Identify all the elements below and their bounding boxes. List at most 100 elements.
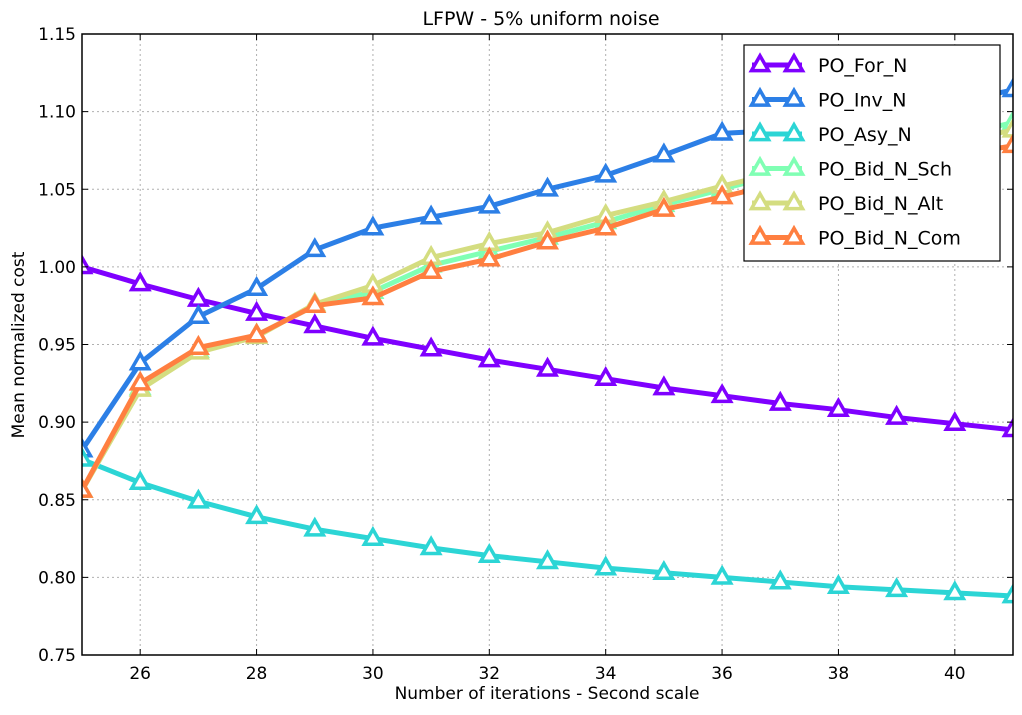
data-point [1001,133,1013,154]
data-point [245,322,269,343]
legend-marker [782,224,806,245]
data-point [594,215,618,236]
y-tick-label: 0.85 [38,491,76,511]
y-tick-label: 0.80 [38,568,76,588]
data-point [186,488,210,509]
x-tick-label: 38 [828,664,850,684]
legend-entry: PO_Asy_N [748,121,912,146]
x-axis-title: Number of iterations - Second scale [395,684,700,704]
y-axis-title: Mean normalized cost [9,251,29,438]
x-tick-label: 26 [129,664,151,684]
legend-box [743,44,1001,262]
data-point [535,176,560,197]
data-point [128,469,152,491]
data-point [419,336,443,357]
legend-entry: PO_Bid_N_Alt [748,190,943,215]
data-point [535,356,560,377]
data-point [245,300,269,321]
legend-marker [782,86,806,107]
x-tick-label: 36 [711,664,733,684]
data-point [535,229,560,250]
data-point [535,549,560,570]
y-tick-label: 1.10 [38,103,76,123]
legend-marker [782,52,806,73]
data-point [477,347,501,368]
axis-ticks: 26 28 30 32 34 36 38 40 0.75 0.80 0.85 0.90 0.95 1.00… [38,25,1013,684]
data-point [361,285,385,306]
legend-marker [782,155,806,176]
legend-marker [748,224,772,245]
data-point [186,334,210,355]
data-point [710,564,734,585]
x-tick-label: 28 [246,664,268,684]
y-tick-label: 1.00 [38,258,76,278]
data-point [419,258,443,279]
data-point [943,410,967,432]
data-point [652,142,676,163]
legend-label: PO_Bid_N_Sch [818,159,952,181]
data-point [361,525,385,546]
data-point [768,390,792,411]
data-point [652,196,676,217]
data-point [477,542,501,564]
data-point [477,246,501,267]
legend-marker [748,190,772,211]
legend-label: PO_Asy_N [818,124,912,146]
series-PO_Asy_N [82,446,1013,604]
y-tick-label: 0.95 [38,336,76,356]
data-point [477,193,501,214]
data-point [594,555,618,576]
data-point [1001,77,1013,98]
y-tick-label: 1.05 [38,180,76,200]
series-line [82,457,1013,599]
data-point [943,580,967,601]
data-point [186,303,210,324]
data-point [419,204,443,225]
data-point [594,162,618,183]
y-tick-label: 0.75 [38,646,76,666]
x-tick-label: 34 [595,664,617,684]
data-point [885,404,909,425]
data-point [186,286,210,307]
data-point [361,325,385,346]
legend-label: PO_For_N [818,55,907,77]
data-point [1001,417,1013,438]
data-point [826,396,850,418]
data-point [128,350,152,371]
data-point [419,535,443,556]
data-point [82,477,94,498]
data-point [652,559,676,581]
legend-label: PO_Inv_N [818,90,907,112]
data-point [303,237,327,258]
legend-marker [748,121,772,142]
data-point [652,375,676,396]
data-point [594,365,618,387]
data-point [82,254,94,275]
data-point [303,292,327,314]
legend-label: PO_Bid_N_Com [818,228,961,250]
data-point [82,446,94,467]
data-point [245,275,269,296]
data-point [128,271,152,292]
x-tick-label: 40 [944,664,966,684]
data-point [245,504,269,525]
chart-title: LFPW - 5% uniform noise [422,8,659,30]
data-point [885,577,909,598]
legend-marker [748,86,772,107]
legend-marker [782,121,806,142]
data-point [303,313,327,334]
legend-entry: PO_Bid_N_Com [748,224,961,250]
y-tick-label: 1.15 [38,25,76,45]
x-tick-label: 30 [362,664,384,684]
data-point [710,383,734,404]
data-point [710,120,734,141]
data-point [710,184,734,205]
x-tick-label: 32 [478,664,500,684]
legend-marker [782,190,806,211]
legend: PO_For_N PO_Inv_N PO_Asy_N PO_Bid_N_Sch PO_B… [743,44,1001,262]
data-point [768,569,792,590]
legend-marker [748,52,772,73]
legend-entry: PO_Bid_N_Sch [748,155,952,181]
data-point [303,516,327,537]
